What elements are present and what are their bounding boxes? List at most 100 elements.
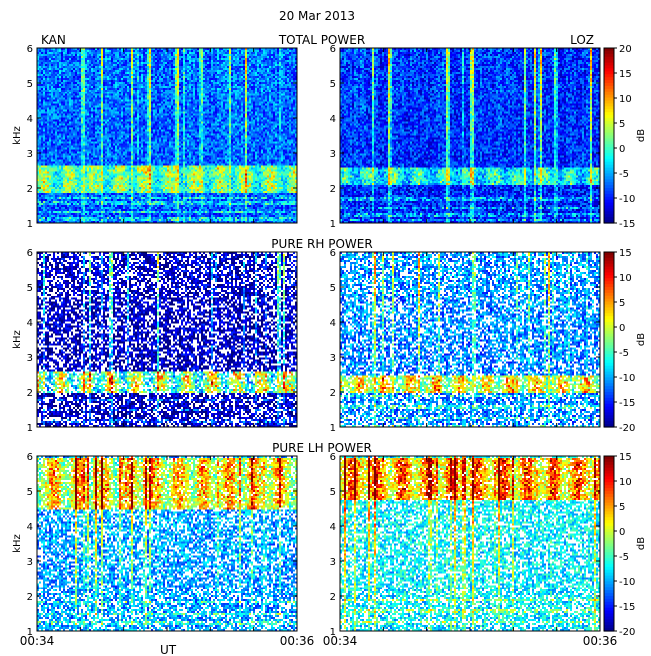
colorbar-segment: [604, 126, 614, 131]
colorbar-segment: [604, 188, 614, 192]
colorbar-segment: [604, 572, 614, 577]
colorbar-segment: [604, 348, 614, 352]
y-tick-label: 2: [330, 388, 336, 399]
colorbar-segment: [604, 97, 614, 102]
colorbar-segment: [604, 123, 614, 128]
colorbar-segment: [604, 155, 614, 160]
colorbar-segment: [604, 458, 614, 463]
colorbar-segment: [604, 284, 614, 288]
colorbar-label-db: dB: [636, 537, 647, 550]
spectrogram-heatmap-kan-total-power: [37, 48, 297, 223]
colorbar-segment: [604, 354, 614, 358]
colorbar-segment: [604, 628, 614, 632]
colorbar-tick-label: 15: [619, 69, 632, 80]
spectrogram-heatmap-loz-pure-rh-power: [340, 252, 600, 427]
y-tick-label: 1: [27, 219, 33, 230]
colorbar-segment: [604, 479, 614, 483]
colorbar-segment: [604, 301, 614, 306]
y-tick-label: 1: [27, 423, 33, 434]
colorbar-segment: [604, 269, 614, 274]
colorbar-segment: [604, 549, 614, 553]
y-tick-label: 5: [330, 79, 336, 90]
colorbar-segment: [604, 289, 614, 294]
colorbar-segment: [604, 464, 614, 469]
colorbar-segment: [604, 106, 614, 110]
colorbar-segment: [604, 409, 614, 414]
colorbar-segment: [604, 56, 614, 61]
colorbar-segment: [604, 103, 614, 107]
colorbar-segment: [604, 252, 614, 256]
colorbar-segment: [604, 389, 614, 393]
colorbar-segment: [604, 141, 614, 145]
colorbar-segment: [604, 581, 614, 585]
colorbar-segment: [604, 217, 614, 221]
colorbar-segment: [604, 179, 614, 183]
colorbar-segment: [604, 593, 614, 597]
y-tick-label: 3: [27, 353, 33, 364]
y-axis-label-khz: kHz: [12, 534, 23, 553]
colorbar-tick-label: -15: [619, 398, 635, 409]
colorbar-segment: [604, 365, 614, 370]
y-tick-label: 3: [27, 149, 33, 160]
colorbar-segment: [604, 546, 614, 550]
colorbar-segment: [604, 368, 614, 373]
colorbar-segment: [604, 65, 614, 70]
colorbar-tick-label: 5: [619, 298, 625, 309]
colorbar-tick-label: -10: [619, 577, 635, 588]
colorbar-segment: [604, 330, 614, 335]
colorbar-segment: [604, 596, 614, 600]
colorbar-segment: [604, 482, 614, 486]
colorbar-segment: [604, 528, 614, 533]
colorbar-label-db: dB: [636, 333, 647, 346]
y-tick-label: 3: [330, 149, 336, 160]
colorbar-tick-label: 0: [619, 144, 625, 155]
colorbar-tick-label: -20: [619, 627, 635, 638]
colorbar-segment: [604, 88, 614, 93]
colorbar-segment: [604, 182, 614, 186]
x-axis-label-ut: UT: [160, 643, 177, 656]
colorbar-tick-label: -10: [619, 373, 635, 384]
colorbar-segment: [604, 415, 614, 419]
colorbar-segment: [604, 327, 614, 332]
colorbar-segment: [604, 278, 614, 282]
colorbar-tick-label: 10: [619, 477, 632, 488]
colorbar-segment: [604, 196, 614, 201]
colorbar-segment: [604, 537, 614, 542]
colorbar-segment: [604, 383, 614, 387]
colorbar-segment: [604, 295, 614, 300]
colorbar-segment: [604, 263, 614, 268]
y-tick-label: 3: [27, 557, 33, 568]
y-tick-label: 5: [27, 79, 33, 90]
colorbar-segment: [604, 357, 614, 361]
colorbar-segment: [604, 292, 614, 297]
colorbar-segment: [604, 173, 614, 177]
colorbar-segment: [604, 316, 614, 320]
colorbar-segment: [604, 386, 614, 390]
colorbar-segment: [604, 59, 614, 64]
y-tick-label: 2: [27, 388, 33, 399]
colorbar-segment: [604, 208, 614, 212]
colorbar-segment: [604, 161, 614, 166]
colorbar-segment: [604, 412, 614, 416]
y-tick-label: 4: [330, 114, 336, 125]
colorbar-tick-label: 20: [619, 44, 632, 55]
colorbar-segment: [604, 394, 614, 399]
colorbar-segment: [604, 310, 614, 314]
colorbar-segment: [604, 587, 614, 591]
y-tick-label: 1: [330, 627, 336, 638]
colorbar-segment: [604, 456, 614, 460]
y-tick-label: 4: [27, 114, 33, 125]
colorbar-segment: [604, 575, 614, 580]
colorbar-segment: [604, 613, 614, 618]
colorbar-segment: [604, 406, 614, 411]
colorbar-segment: [604, 604, 614, 609]
colorbar-segment: [604, 281, 614, 285]
station-label-kan: KAN: [41, 33, 66, 47]
y-axis-label-khz: kHz: [12, 330, 23, 349]
colorbar-segment: [604, 517, 614, 521]
colorbar-segment: [604, 205, 614, 210]
y-tick-label: 6: [27, 248, 33, 259]
colorbar-segment: [604, 625, 614, 629]
colorbar-segment: [604, 505, 614, 510]
y-tick-label: 5: [27, 283, 33, 294]
